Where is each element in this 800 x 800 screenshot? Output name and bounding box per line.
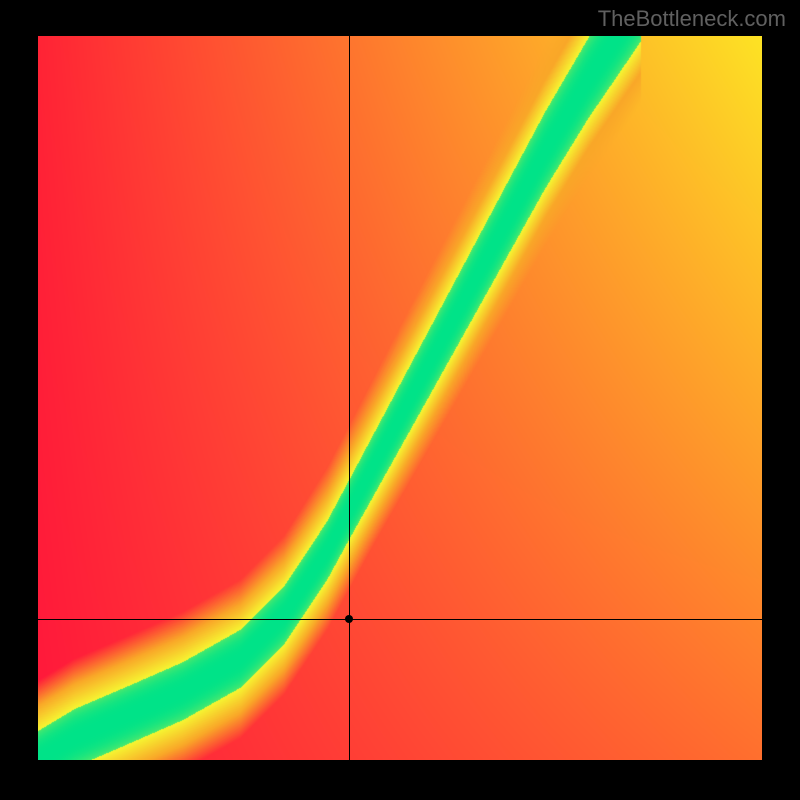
crosshair-horizontal (38, 619, 762, 620)
crosshair-vertical (349, 36, 350, 760)
watermark: TheBottleneck.com (598, 6, 786, 32)
plot-area (38, 36, 762, 760)
marker-dot (345, 615, 353, 623)
heatmap-canvas (38, 36, 762, 760)
